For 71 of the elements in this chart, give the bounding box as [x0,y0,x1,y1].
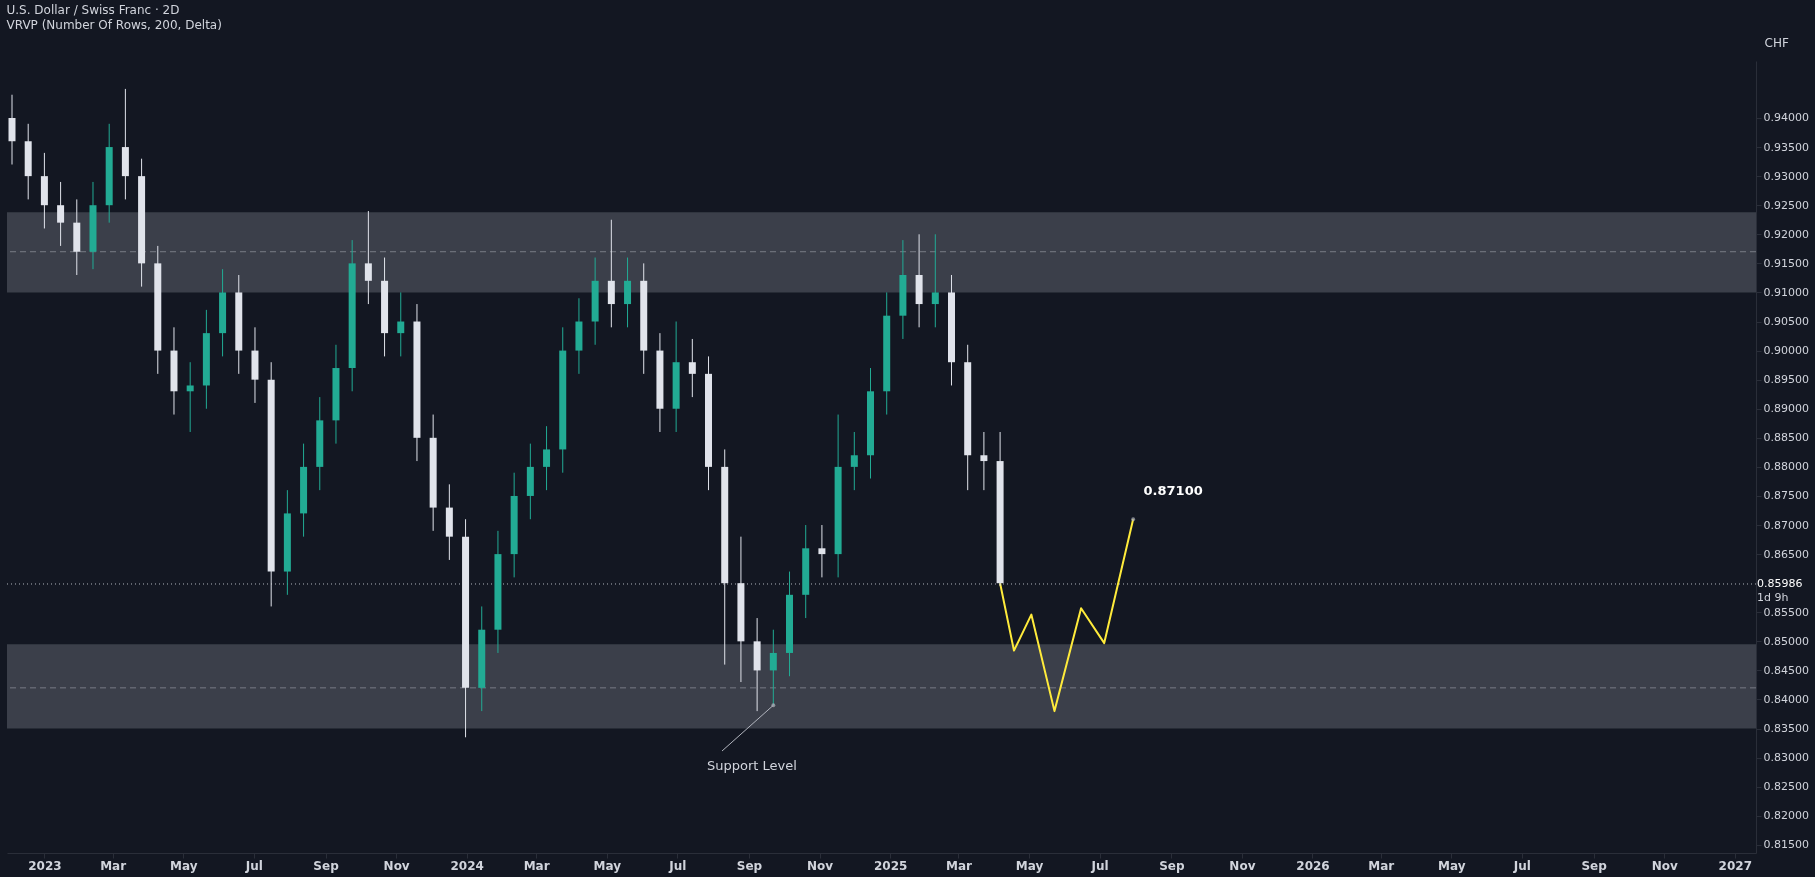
x-tick-label: May [1438,858,1466,873]
y-tick-label: 0.90000 [1763,344,1809,358]
x-tick-label: Sep [313,858,340,873]
x-tick-label: Mar [945,858,972,873]
x-tick-label: Jul [1512,858,1531,873]
y-axis-title: CHF [1764,35,1789,50]
y-tick-label: 0.83500 [1763,722,1809,736]
y-tick-label: 0.93500 [1763,140,1809,154]
annotation: 0.87100 [1143,483,1203,499]
candlestick [57,181,65,247]
y-tick-label: 0.82000 [1763,809,1809,823]
y-tick-label: 0.84500 [1763,663,1809,677]
x-tick-label: Mar [1368,858,1395,873]
x-tick-label: 2026 [1296,858,1330,873]
y-tick-label: 0.91500 [1763,256,1809,270]
candlestick [818,524,826,578]
x-tick-label: Sep [1159,858,1185,873]
x-tick-label: May [169,858,198,873]
candlestick [931,233,939,328]
candlestick [364,210,372,305]
x-tick-label: Jul [668,858,687,873]
x-tick-label: 2023 [28,858,62,873]
y-tick-label: 0.82500 [1763,780,1809,794]
x-tick-label: Mar [100,858,127,873]
y-tick-label: 0.83000 [1763,751,1809,765]
x-tick-label: Sep [1581,858,1608,873]
y-tick-label: 0.89000 [1763,402,1809,416]
y-tick-label: 0.88000 [1763,460,1809,474]
candlestick [186,361,194,433]
candlestick [850,431,858,491]
x-tick-label: 2025 [873,858,908,873]
x-tick-label: 2027 [1718,858,1752,873]
x-tick-label: Nov [383,858,410,873]
text: 1d 9h [1757,591,1789,604]
y-tick-label: 0.88500 [1763,431,1809,445]
y-tick-label: 0.85500 [1763,605,1809,619]
x-tick-label: Nov [1229,858,1256,873]
x-tick-label: Jul [244,858,263,873]
y-tick-label: 0.92500 [1763,198,1809,212]
x-tick-label: 2024 [450,858,484,873]
candlestick [397,291,405,357]
y-tick-label: 0.87000 [1763,518,1809,532]
candlestick [8,94,16,166]
x-tick-label: May [1015,858,1044,873]
x-tick-label: Jul [1090,858,1109,873]
y-tick-label: 0.89500 [1763,373,1809,387]
y-tick-label: 0.94000 [1763,111,1809,125]
y-tick-label: 0.85000 [1763,634,1809,648]
y-tick-label: 0.81500 [1763,838,1809,852]
chart-subtitle: VRVP (Number Of Rows, 200, Delta) [6,18,222,32]
ref-line-label: 0.85986 [1757,577,1803,590]
candlestick [688,338,696,398]
candlestick [543,425,551,491]
y-tick-label: 0.86500 [1763,547,1809,561]
line-series [999,518,1135,713]
candlestick [980,431,988,491]
annotation: Support Level [707,758,797,773]
x-tick-label: Nov [1651,858,1678,873]
y-tick-label: 0.93000 [1763,169,1809,183]
candlestick [624,257,632,328]
x-tick-label: Nov [807,858,834,873]
y-tick-label: 0.91000 [1763,285,1809,299]
y-tick-label: 0.87500 [1763,489,1809,503]
x-tick-label: Sep [736,858,763,873]
y-tick-label: 0.90500 [1763,315,1809,329]
x-tick-label: May [593,858,622,873]
candlestick [607,219,615,328]
y-tick-label: 0.84000 [1763,692,1809,706]
chart-title: U.S. Dollar / Swiss Franc · 2D [6,3,180,17]
y-tick-label: 0.92000 [1763,227,1809,241]
x-tick-label: Mar [523,858,550,873]
